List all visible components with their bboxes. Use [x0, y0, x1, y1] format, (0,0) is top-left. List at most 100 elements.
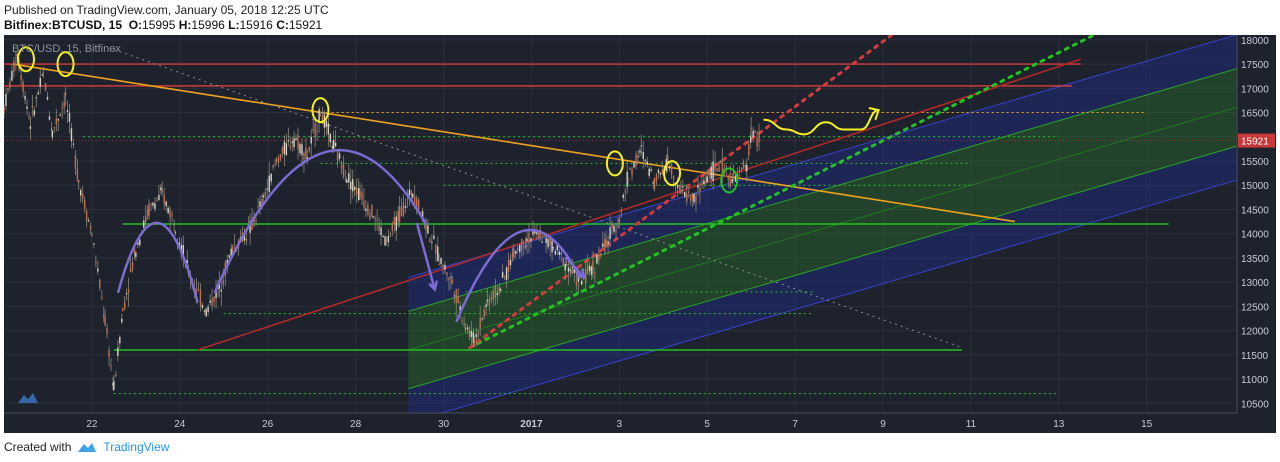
price-candle-body: [734, 175, 737, 182]
price-candle-body: [607, 241, 609, 245]
price-candle-body: [444, 264, 446, 270]
price-candle-body: [425, 221, 427, 231]
price-candle-body: [340, 164, 343, 169]
price-candle-body: [104, 317, 106, 326]
price-candle-body: [22, 82, 24, 92]
price-candle-body: [222, 280, 225, 285]
price-candle-body: [657, 169, 660, 173]
annotation-circle: [663, 160, 682, 187]
y-tick-label: 11500: [1241, 351, 1269, 362]
price-candle-body: [295, 138, 297, 140]
price-candle-body: [213, 296, 215, 302]
price-candle-body: [303, 152, 305, 160]
price-candle-body: [382, 235, 384, 237]
price-candle-body: [499, 288, 502, 291]
price-candle-body: [289, 146, 292, 149]
price-candle-body: [435, 244, 437, 254]
price-candle-body: [310, 136, 312, 144]
price-candle-body: [145, 215, 147, 222]
x-tick-label: 15: [1141, 419, 1153, 430]
price-candle-body: [429, 239, 431, 242]
price-candle-body: [661, 169, 664, 174]
price-candle-body: [89, 226, 92, 229]
price-candle-body: [646, 161, 648, 165]
x-tick-label: 24: [174, 419, 186, 430]
price-candle-body: [74, 155, 77, 169]
price-candle-body: [562, 257, 564, 266]
price-candle-body: [556, 244, 559, 251]
price-candle-body: [526, 238, 528, 242]
x-tick-label: 13: [1053, 419, 1065, 430]
channel-band: [408, 146, 1237, 413]
price-candle-body: [750, 135, 752, 143]
x-tick-label: 28: [350, 419, 362, 430]
price-candle-body: [463, 324, 465, 326]
price-candle-body: [308, 146, 310, 152]
y-tick-label: 17500: [1241, 60, 1269, 71]
price-candle-body: [494, 285, 497, 298]
price-candle-body: [433, 235, 435, 240]
price-candle-body: [139, 239, 141, 246]
y-tick-label: 11000: [1241, 375, 1269, 386]
tradingview-brand-link[interactable]: TradingView: [103, 440, 170, 454]
price-candle-body: [63, 102, 65, 108]
price-candle-body: [20, 75, 22, 80]
pattern-arc: [455, 228, 581, 323]
price-candle-body: [414, 196, 416, 205]
symbol-ohlc-line: Bitfinex:BTCUSD, 15 O:15995 H:15996 L:15…: [4, 18, 322, 32]
price-candle-body: [24, 95, 26, 100]
price-candle-body: [195, 288, 198, 294]
price-candle-body: [374, 218, 376, 220]
price-candle-body: [103, 314, 105, 317]
price-candle-body: [417, 200, 420, 210]
x-tick-label: 30: [438, 419, 450, 430]
price-candle-body: [259, 201, 261, 207]
price-candle-body: [163, 195, 165, 204]
price-candle-body: [231, 246, 234, 253]
price-candle-body: [15, 63, 17, 66]
price-candle-body: [564, 263, 566, 271]
price-candle-body: [507, 259, 510, 272]
price-candle-body: [51, 130, 54, 138]
price-candle-body: [567, 267, 570, 272]
price-candle-body: [266, 188, 268, 190]
price-candle-body: [515, 251, 517, 254]
price-candle-body: [147, 209, 149, 217]
price-candle-body: [125, 292, 128, 295]
price-candle-body: [642, 151, 644, 159]
price-candle-body: [635, 154, 637, 167]
price-candle-body: [301, 144, 303, 156]
price-candle-body: [299, 143, 301, 154]
price-chart[interactable]: BTC/USD, 15, Bitfinex 18000 17500 17000 1650…: [4, 35, 1276, 433]
price-candle-body: [547, 239, 549, 247]
pattern-arrow-head: [428, 280, 438, 292]
price-candle-body: [620, 211, 622, 213]
y-tick-label: 17000: [1241, 84, 1269, 95]
price-candle-body: [99, 279, 101, 288]
price-candle-body: [113, 381, 115, 390]
price-candle-body: [492, 290, 495, 300]
price-candle-body: [197, 289, 200, 291]
price-candle-body: [249, 221, 251, 233]
price-candle-body: [530, 238, 532, 242]
price-candle-body: [600, 253, 602, 257]
price-candle-body: [453, 295, 455, 297]
price-candle-body: [66, 110, 69, 113]
x-tick-label: 22: [86, 419, 98, 430]
price-candle-body: [291, 141, 294, 144]
price-candle-body: [29, 126, 32, 129]
price-candle-body: [112, 383, 114, 386]
price-candle-body: [706, 176, 708, 183]
price-candle-body: [729, 176, 731, 187]
price-candle-body: [528, 232, 530, 243]
low-label: L:: [228, 18, 240, 32]
price-candle-body: [272, 165, 274, 168]
price-candle-body: [4, 106, 5, 114]
price-candle-body: [588, 265, 591, 272]
price-candle-body: [363, 200, 365, 208]
x-tick-label: 2017: [520, 419, 543, 430]
price-candle-body: [693, 193, 695, 203]
price-candle-body: [577, 275, 580, 282]
price-candle-body: [371, 205, 373, 216]
open-label: O:: [128, 18, 143, 32]
